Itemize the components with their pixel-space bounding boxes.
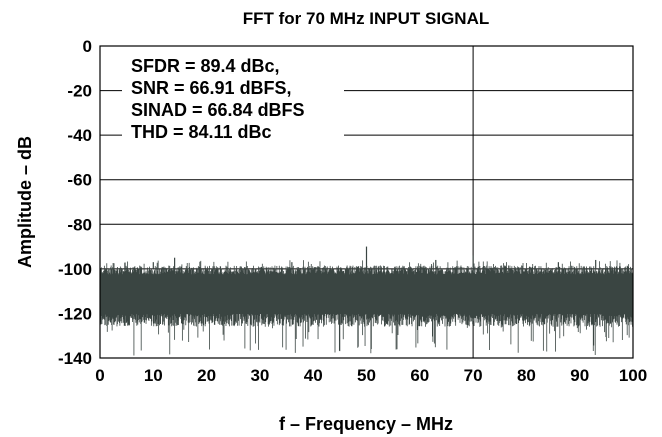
y-tick-label: -140: [58, 349, 92, 368]
x-tick-label: 70: [464, 366, 483, 385]
x-tick-label: 90: [570, 366, 589, 385]
x-tick-label: 0: [95, 366, 104, 385]
y-tick-label: -120: [58, 304, 92, 323]
x-tick-label: 50: [357, 366, 376, 385]
x-tick-labels: 0 10 20 30 40 50 60 70 80 90 100: [95, 366, 647, 385]
y-tick-label: -100: [58, 260, 92, 279]
y-tick-label: -20: [67, 82, 92, 101]
x-tick-label: 20: [197, 366, 216, 385]
x-axis-label: f – Frequency – MHz: [279, 414, 453, 434]
y-tick-label: -40: [67, 126, 92, 145]
chart-title: FFT for 70 MHz INPUT SIGNAL: [243, 9, 490, 28]
noise-floor-trace: [99, 260, 634, 356]
plot-frame: [99, 45, 634, 359]
annotation-snr: SNR = 66.91 dBFS,: [131, 78, 292, 98]
annotation-backdrop: [122, 54, 344, 146]
x-tick-label: 60: [410, 366, 429, 385]
x-tick-label: 40: [304, 366, 323, 385]
x-tick-label: 100: [619, 366, 647, 385]
x-tick-label: 30: [250, 366, 269, 385]
y-tick-labels: 0 -20 -40 -60 -80 -100 -120 -140: [58, 37, 92, 368]
annotation-sinad: SINAD = 66.84 dBFS: [131, 100, 305, 120]
y-tick-label: -60: [67, 171, 92, 190]
x-tick-label: 10: [144, 366, 163, 385]
y-tick-label: -80: [67, 215, 92, 234]
annotation-sfdr: SFDR = 89.4 dBc,: [131, 56, 280, 76]
x-tick-label: 80: [517, 366, 536, 385]
y-tick-label: 0: [83, 37, 92, 56]
y-axis-label: Amplitude – dB: [15, 136, 35, 268]
spectrum-series: [99, 246, 634, 356]
annotation-block: SFDR = 89.4 dBc, SNR = 66.91 dBFS, SINAD…: [131, 56, 305, 142]
annotation-thd: THD = 84.11 dBc: [131, 122, 272, 142]
